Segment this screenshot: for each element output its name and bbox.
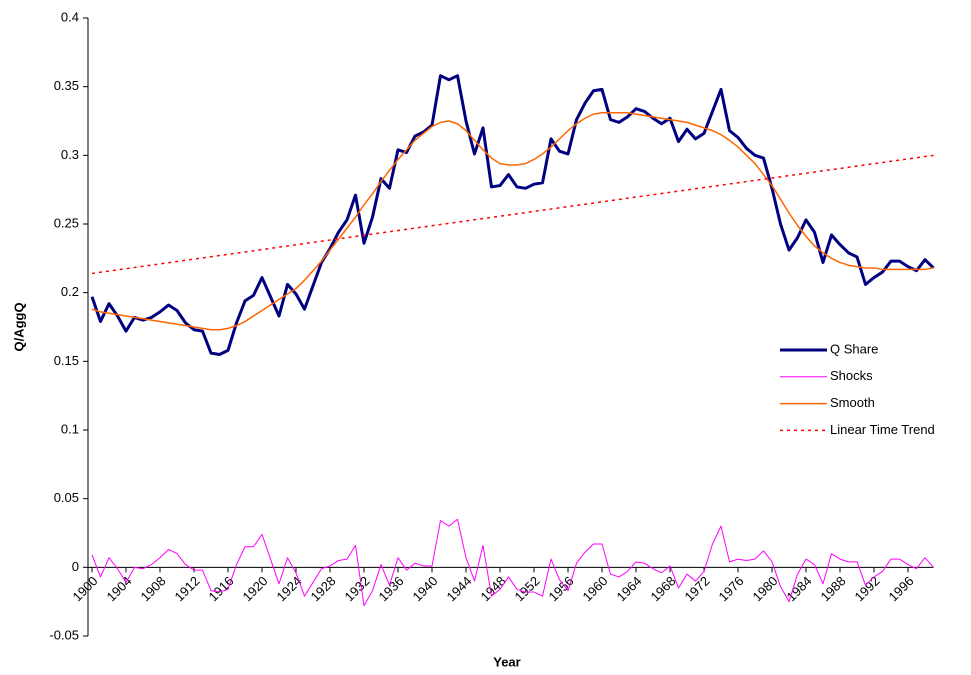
y-tick-label: 0.4 [61, 9, 79, 24]
y-tick-label: -0.05 [49, 627, 79, 642]
series-line [90, 74, 935, 356]
y-tick-label: 0 [72, 559, 79, 574]
x-tick-label: 1980 [749, 573, 780, 604]
x-tick-label: 1992 [851, 573, 882, 604]
x-tick-label: 1964 [613, 573, 644, 604]
x-tick-label: 1908 [137, 573, 168, 604]
x-tick-label: 1944 [443, 573, 474, 604]
y-tick-label: 0.2 [61, 284, 79, 299]
x-tick-label: 1924 [273, 573, 304, 604]
x-tick-label: 1960 [579, 573, 610, 604]
legend-label: Linear Time Trend [830, 422, 935, 437]
x-tick-label: 1912 [171, 573, 202, 604]
x-tick-label: 1996 [885, 573, 916, 604]
x-tick-label: 1928 [307, 573, 338, 604]
x-tick-label: 1988 [817, 573, 848, 604]
series-line [91, 518, 934, 607]
x-tick-label: 1972 [681, 573, 712, 604]
x-axis-title: Year [493, 654, 520, 669]
x-tick-label: 1940 [409, 573, 440, 604]
x-tick-label: 1968 [647, 573, 678, 604]
x-tick-label: 1936 [375, 573, 406, 604]
legend-label: Q Share [830, 341, 878, 356]
x-tick-label: 1976 [715, 573, 746, 604]
series-line [91, 154, 934, 275]
legend-label: Shocks [830, 368, 873, 383]
y-axis-title: Q/AggQ [11, 302, 26, 351]
y-tick-label: 0.3 [61, 147, 79, 162]
y-tick-label: 0.1 [61, 421, 79, 436]
x-tick-label: 1948 [477, 573, 508, 604]
y-tick-label: 0.35 [54, 78, 79, 93]
y-tick-label: 0.15 [54, 353, 79, 368]
legend-label: Smooth [830, 395, 875, 410]
x-tick-label: 1900 [69, 573, 100, 604]
x-tick-label: 1904 [103, 573, 134, 604]
x-tick-label: 1920 [239, 573, 270, 604]
series-line [91, 112, 934, 331]
y-tick-label: 0.25 [54, 215, 79, 230]
y-tick-label: 0.05 [54, 490, 79, 505]
